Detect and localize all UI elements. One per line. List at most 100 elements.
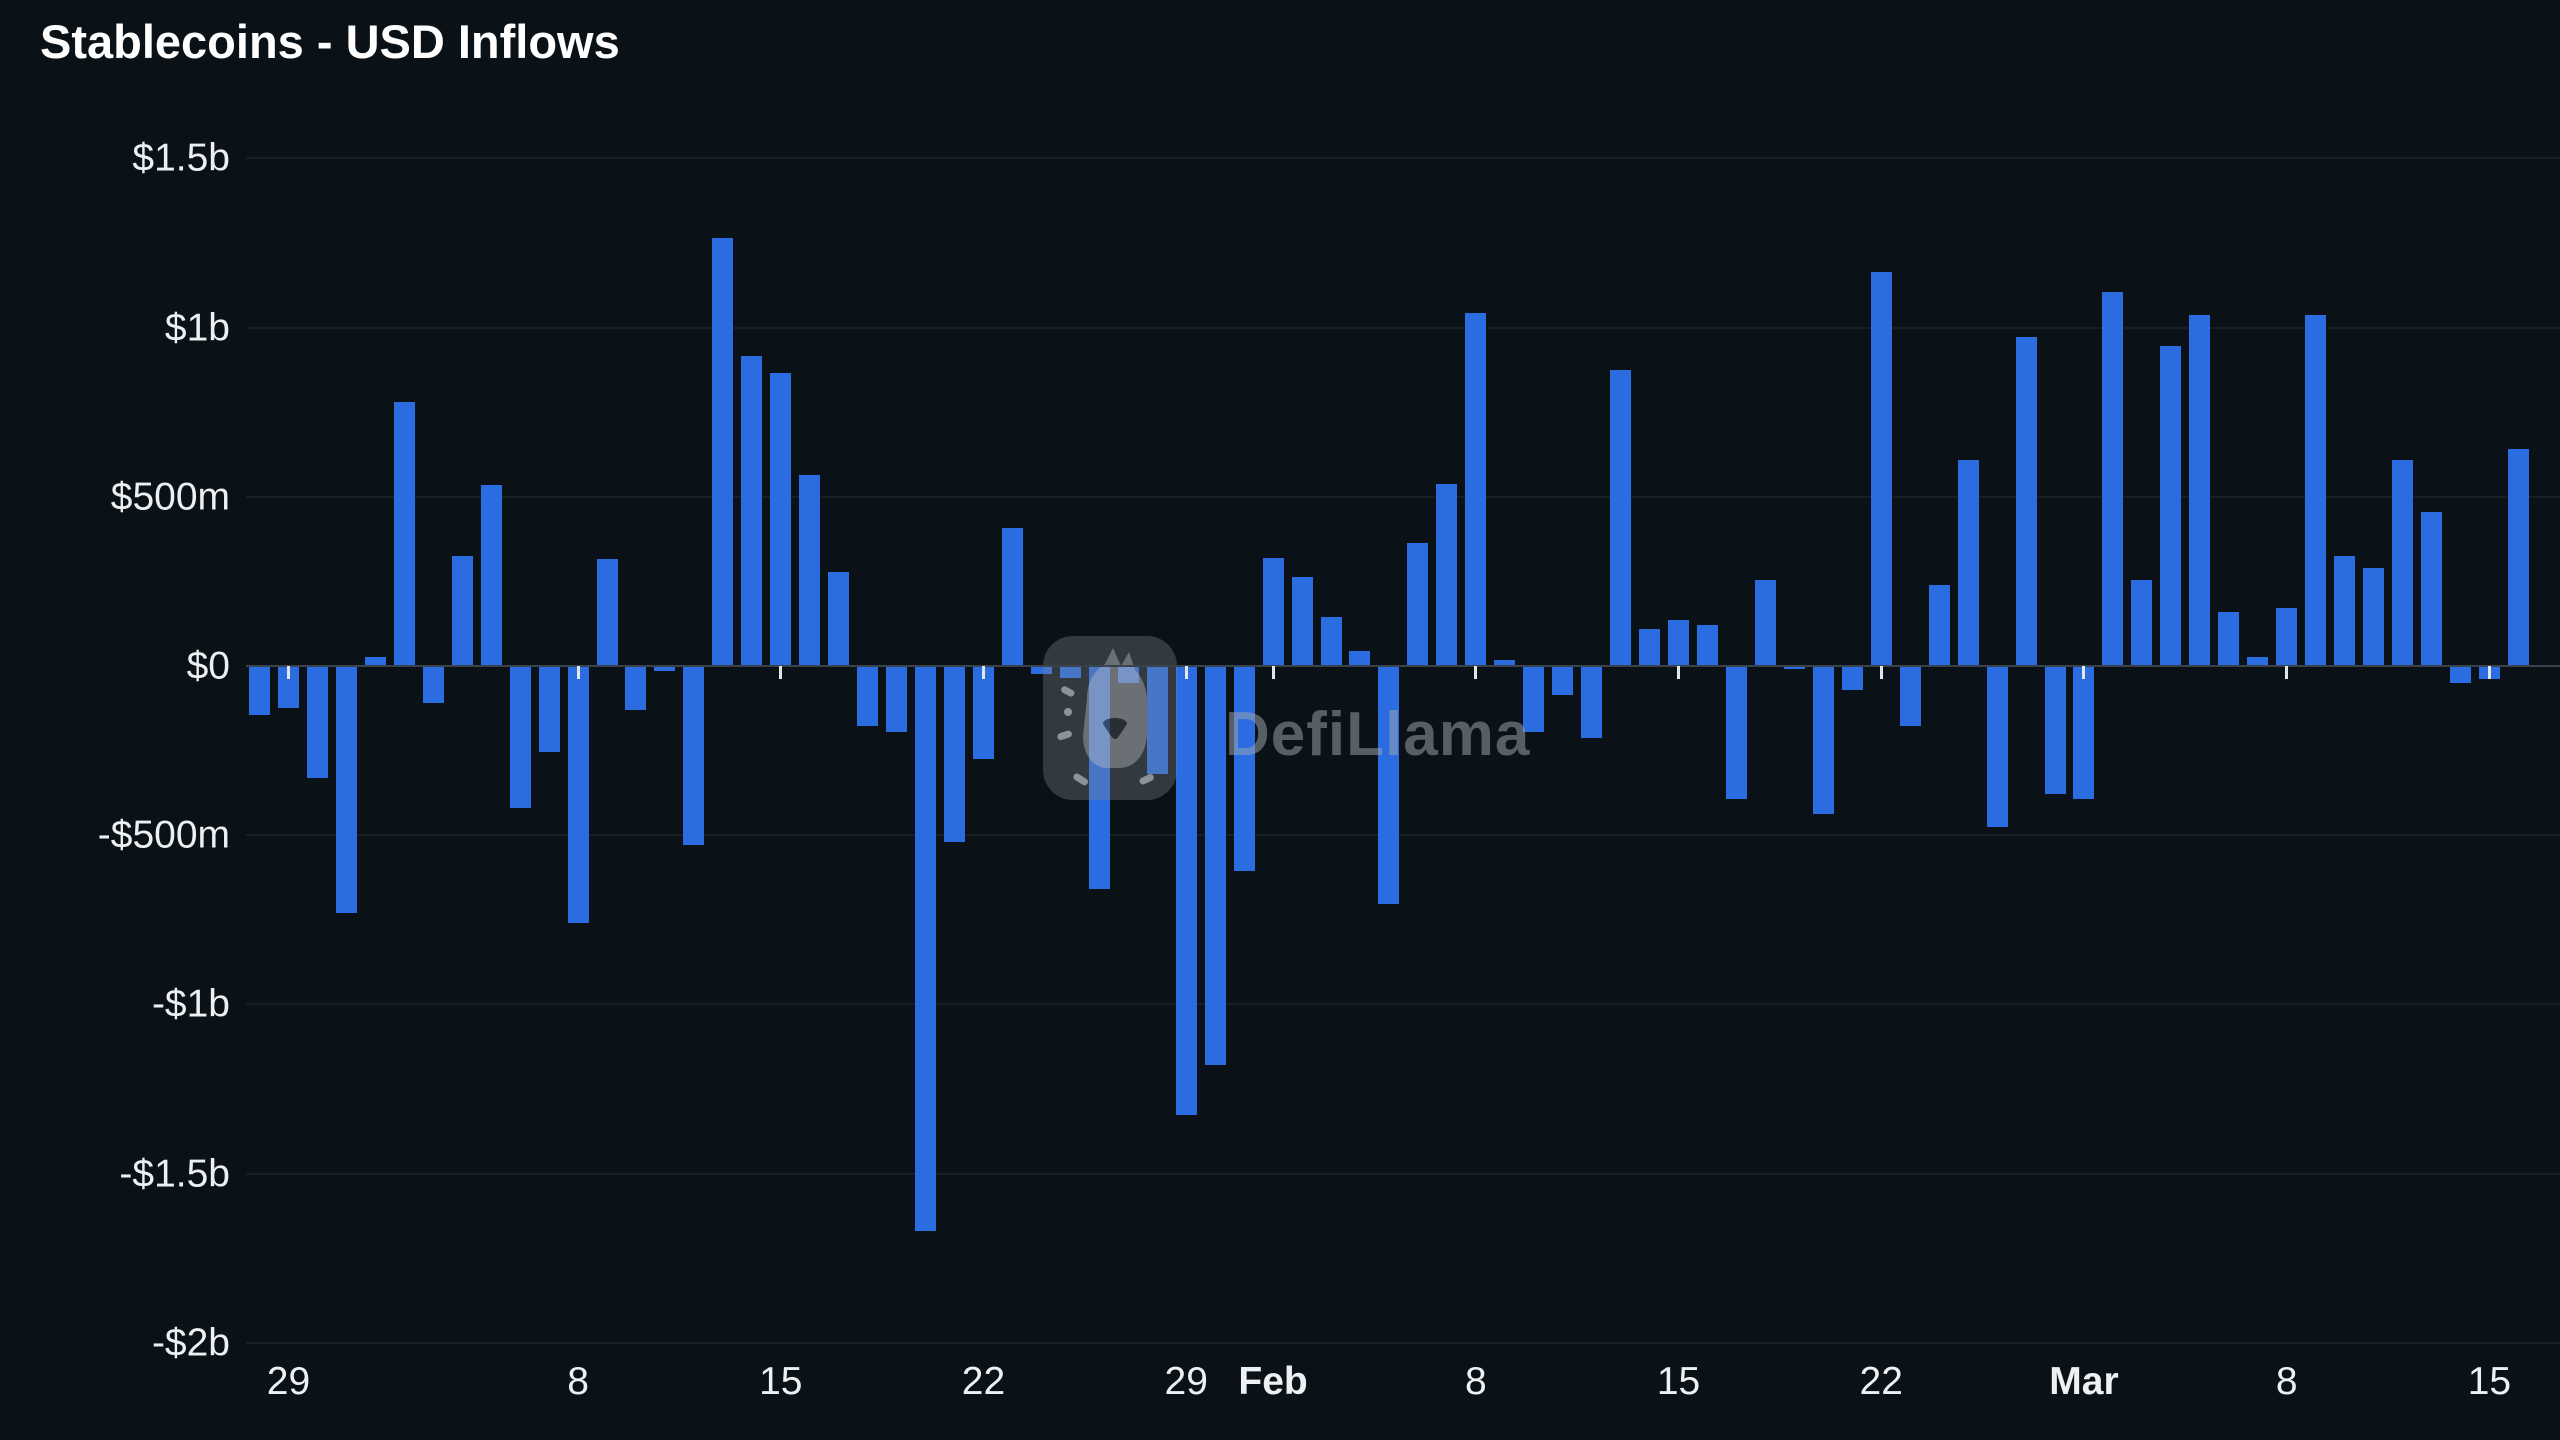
bar[interactable]	[654, 666, 676, 672]
bar[interactable]	[596, 559, 618, 666]
bar[interactable]	[1668, 619, 1690, 666]
bar[interactable]	[249, 666, 270, 716]
y-axis-label: $0	[186, 644, 230, 688]
bar[interactable]	[567, 666, 589, 924]
bar[interactable]	[306, 666, 328, 778]
bar[interactable]	[1494, 660, 1516, 666]
bar[interactable]	[1697, 625, 1718, 666]
bar[interactable]	[1957, 459, 1979, 666]
bar[interactable]	[1754, 579, 1776, 666]
x-axis-tick	[1474, 666, 1478, 679]
x-axis-tick	[2487, 666, 2491, 679]
bar[interactable]	[1349, 651, 1371, 666]
gridline	[246, 1172, 2560, 1175]
bar[interactable]	[973, 666, 994, 760]
bar[interactable]	[1204, 666, 1226, 1066]
y-axis-label: -$2b	[151, 1321, 230, 1365]
bar[interactable]	[393, 402, 415, 666]
bar[interactable]	[1146, 666, 1168, 775]
bar[interactable]	[1001, 527, 1023, 666]
bar[interactable]	[1436, 484, 1458, 666]
y-axis-label: -$1b	[151, 982, 230, 1026]
bar[interactable]	[1783, 666, 1805, 670]
gridline	[246, 326, 2560, 329]
bar[interactable]	[1841, 666, 1863, 690]
x-axis-tick	[1271, 666, 1275, 679]
bar[interactable]	[2102, 292, 2124, 666]
bar[interactable]	[451, 556, 473, 666]
bar[interactable]	[683, 666, 705, 846]
bar[interactable]	[1320, 616, 1342, 666]
bar[interactable]	[1088, 666, 1110, 890]
bar[interactable]	[1610, 369, 1632, 666]
bar[interactable]	[2073, 666, 2095, 800]
bar[interactable]	[1639, 628, 1661, 666]
chart-title: Stablecoins - USD Inflows	[40, 15, 620, 68]
bar[interactable]	[2218, 611, 2240, 666]
bar[interactable]	[1986, 666, 2008, 827]
y-axis-label: $500m	[110, 475, 230, 519]
bar[interactable]	[828, 571, 850, 666]
bar[interactable]	[2392, 459, 2414, 666]
bar[interactable]	[2276, 608, 2298, 666]
bar[interactable]	[1262, 557, 1284, 666]
x-axis-label: Mar	[2049, 1360, 2119, 1403]
bar[interactable]	[1233, 666, 1255, 871]
x-axis-tick	[286, 666, 290, 679]
bar[interactable]	[915, 666, 937, 1232]
bar[interactable]	[1725, 666, 1747, 800]
bar[interactable]	[2363, 568, 2385, 666]
bar[interactable]	[2449, 666, 2471, 684]
bar[interactable]	[277, 666, 299, 709]
bar[interactable]	[1407, 542, 1429, 666]
bar[interactable]	[509, 666, 531, 809]
bar[interactable]	[2044, 666, 2066, 794]
bar[interactable]	[799, 474, 821, 666]
x-axis-label: 15	[1656, 1360, 1701, 1403]
bar[interactable]	[1030, 666, 1052, 675]
bar[interactable]	[1523, 666, 1545, 733]
bar[interactable]	[2421, 511, 2442, 666]
bar[interactable]	[2334, 555, 2356, 666]
bar[interactable]	[1928, 584, 1950, 666]
bar[interactable]	[886, 666, 908, 733]
x-axis-tick	[1879, 666, 1883, 679]
bar[interactable]	[1552, 666, 1574, 696]
bar[interactable]	[2305, 315, 2327, 666]
bar[interactable]	[2160, 346, 2182, 666]
bar[interactable]	[1059, 666, 1081, 679]
bar[interactable]	[422, 666, 444, 704]
bar[interactable]	[1870, 272, 1892, 666]
gridline	[246, 1341, 2560, 1344]
bar[interactable]	[2247, 656, 2269, 666]
bar[interactable]	[770, 373, 792, 666]
bar[interactable]	[1812, 666, 1834, 815]
x-axis-label: 8	[1464, 1360, 1487, 1403]
bar[interactable]	[2131, 579, 2153, 666]
bar[interactable]	[1465, 312, 1487, 666]
bar[interactable]	[480, 484, 502, 666]
bar[interactable]	[741, 356, 763, 666]
bar[interactable]	[335, 666, 357, 914]
bar[interactable]	[1378, 666, 1400, 905]
y-axis-label: $1.5b	[132, 136, 230, 180]
bar[interactable]	[1899, 666, 1921, 726]
bar[interactable]	[857, 666, 879, 726]
x-axis-label: 15	[759, 1360, 803, 1403]
bar[interactable]	[712, 237, 734, 666]
bar[interactable]	[2507, 448, 2529, 666]
bar[interactable]	[1581, 666, 1603, 738]
x-axis-label: 15	[2467, 1360, 2512, 1403]
bar[interactable]	[1175, 666, 1197, 1115]
bar[interactable]	[2189, 315, 2211, 666]
bar[interactable]	[1117, 666, 1139, 683]
bar[interactable]	[1291, 577, 1313, 666]
bar[interactable]	[625, 666, 647, 710]
gridline	[246, 834, 2560, 837]
bar[interactable]	[538, 666, 560, 753]
bar[interactable]	[364, 656, 386, 666]
zero-axis-line	[246, 665, 2560, 667]
bar[interactable]	[2015, 337, 2037, 666]
bar[interactable]	[944, 666, 966, 842]
x-axis-tick	[2285, 666, 2289, 679]
